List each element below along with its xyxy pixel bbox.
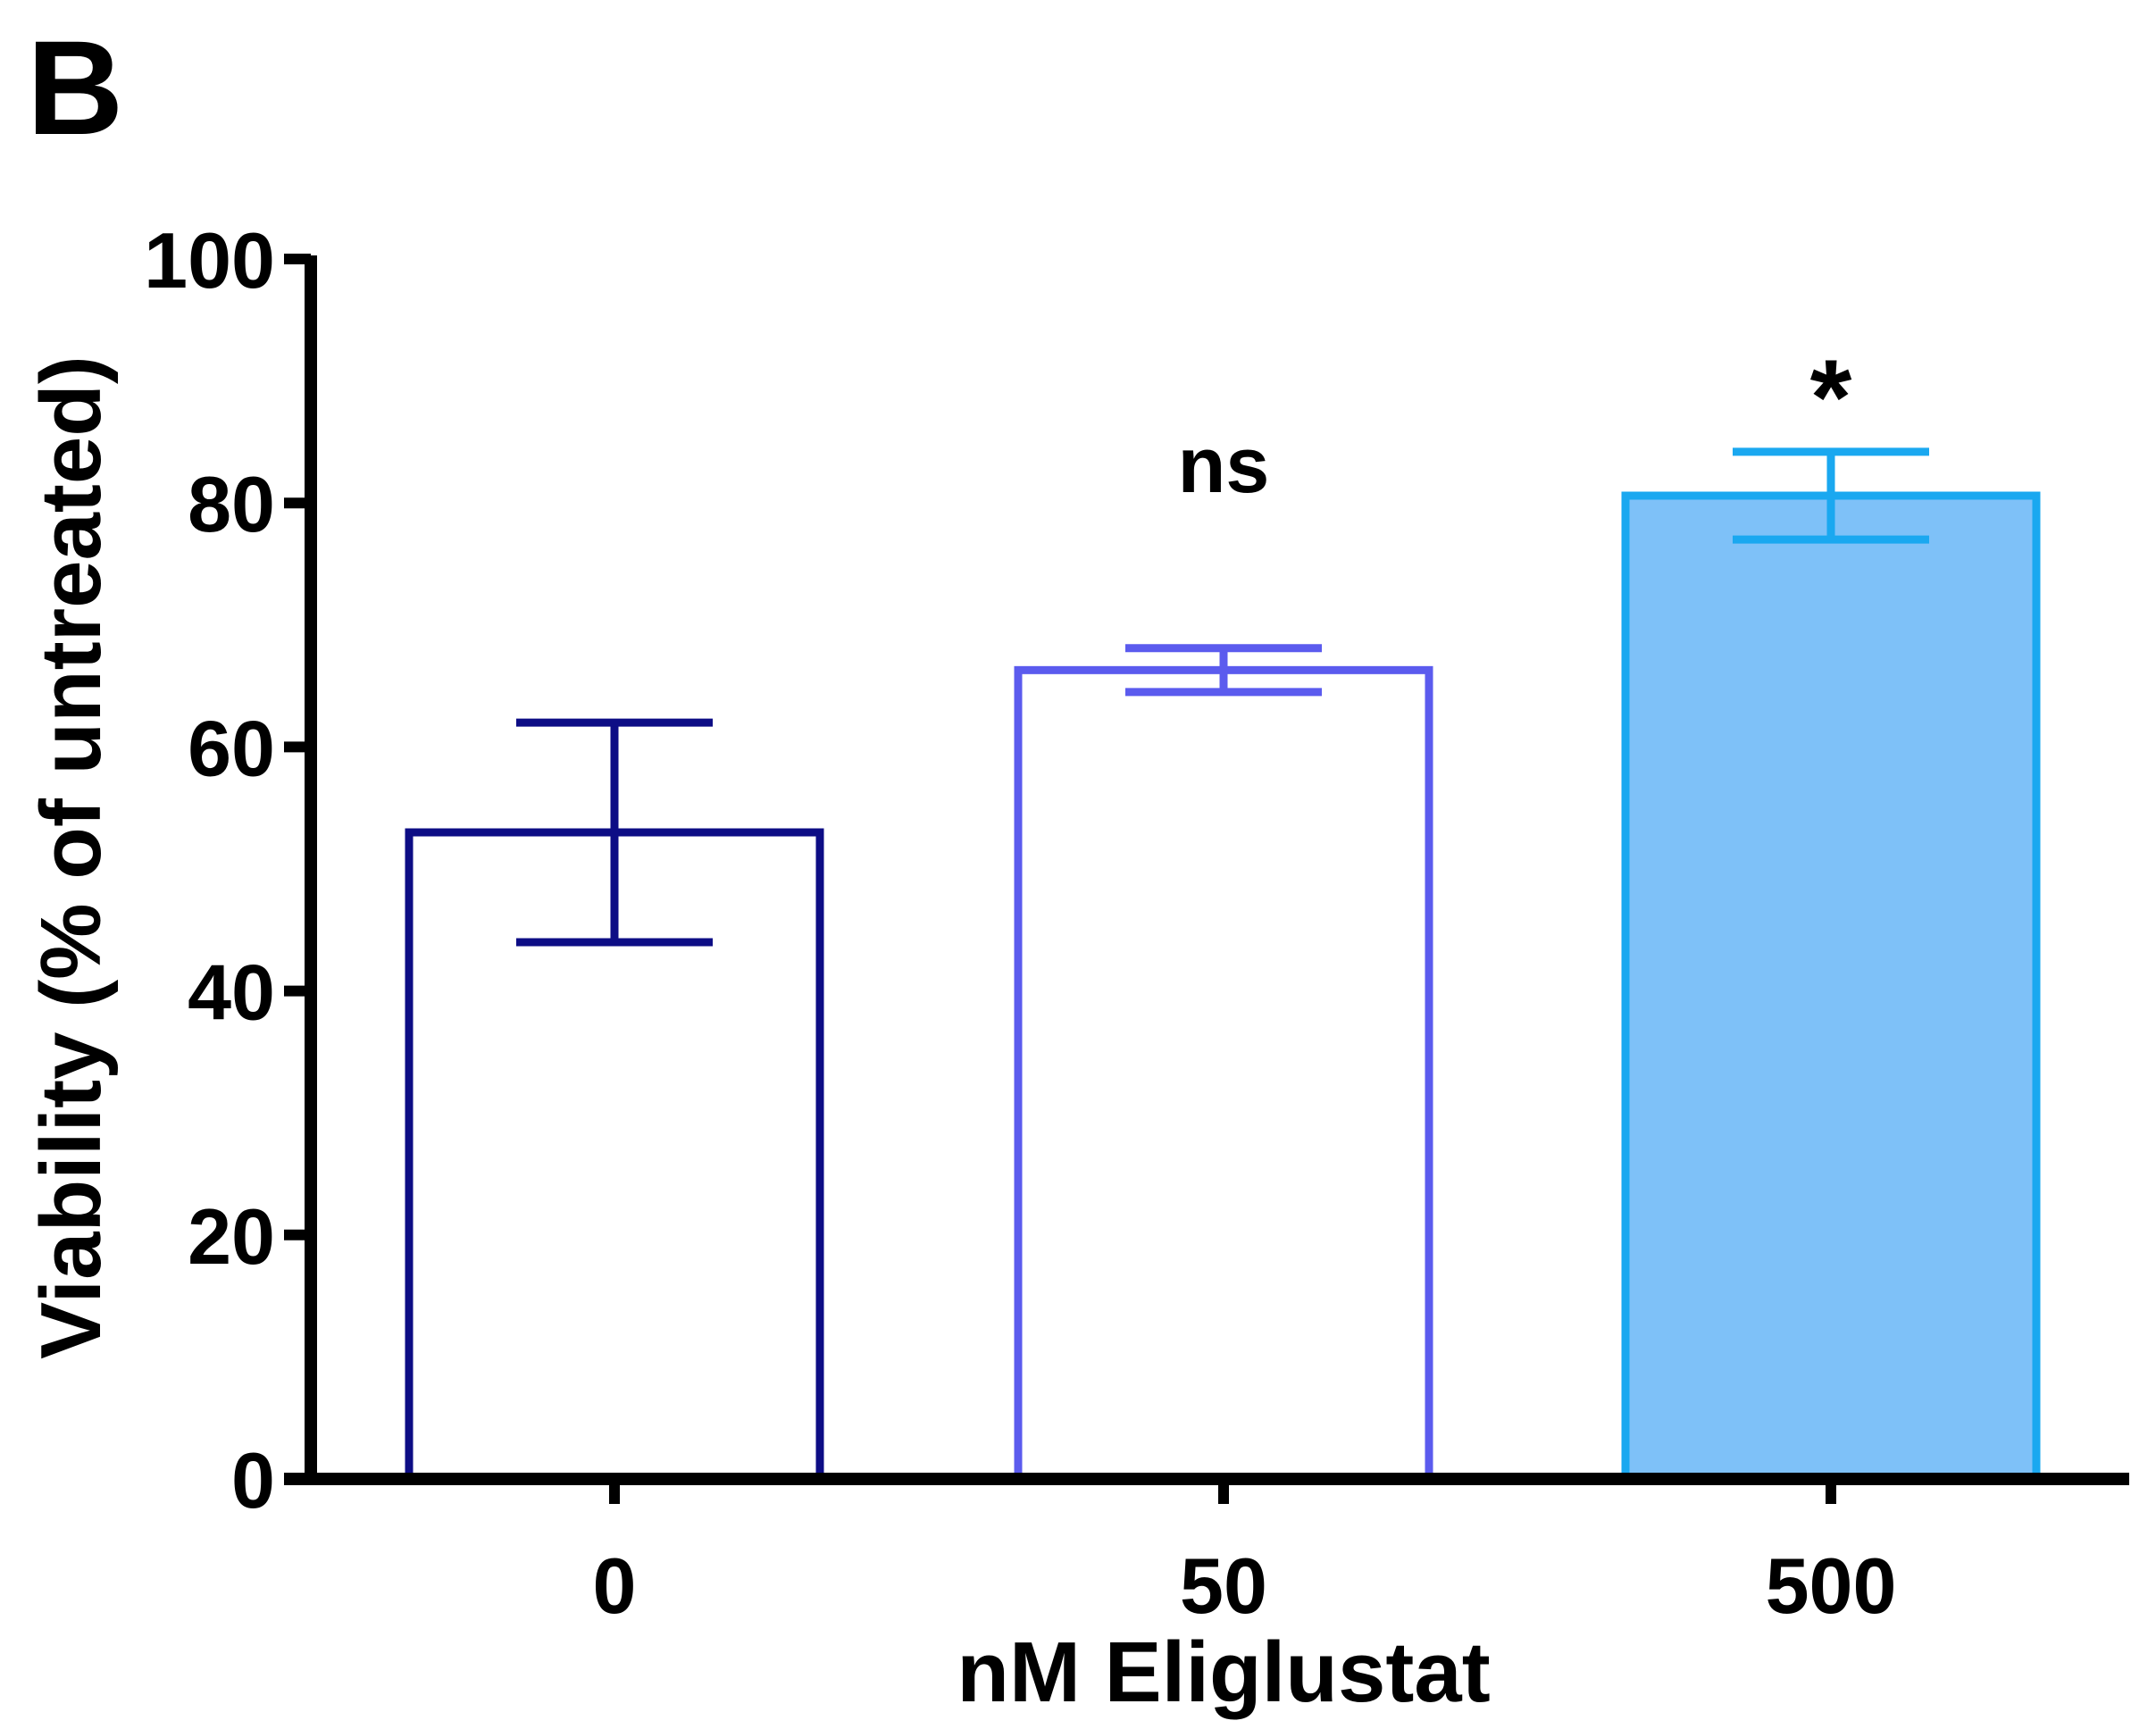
bar-50: [1014, 665, 1433, 1483]
y-ticks-group: 0 20 40 60 80 100: [144, 216, 311, 1524]
y-tick-label: 60: [188, 704, 275, 792]
y-tick-label: 0: [231, 1436, 275, 1524]
x-axis: 0 50 500: [284, 1473, 2129, 1630]
y-axis: 0 20 40 60 80 100: [144, 216, 317, 1524]
y-tick-label: 100: [144, 216, 275, 305]
x-axis-label: nM Eliglustat: [957, 1625, 1490, 1720]
x-tick-label: 50: [1180, 1541, 1267, 1630]
x-tick-label: 500: [1766, 1541, 1897, 1630]
x-tick-label: 0: [593, 1541, 637, 1630]
y-tick-label: 20: [188, 1192, 275, 1281]
significance-label-50: ns: [1178, 421, 1270, 509]
x-ticks-group: 0 50 500: [593, 1479, 1897, 1630]
y-axis-label: Viability (% of untreated): [23, 355, 119, 1359]
error-bar-50: [1125, 644, 1322, 697]
error-bar-500: [1733, 447, 1929, 544]
significance-label-500: *: [1810, 338, 1852, 457]
y-tick-label: 40: [188, 948, 275, 1037]
error-bars-group: [516, 447, 1929, 947]
bars-group: [405, 491, 2041, 1483]
error-bar-0: [516, 718, 713, 947]
annotations-group: ns *: [1178, 338, 1852, 509]
y-tick-label: 80: [188, 460, 275, 548]
panel-label: B: [27, 13, 123, 163]
bar-500: [1621, 491, 2041, 1483]
